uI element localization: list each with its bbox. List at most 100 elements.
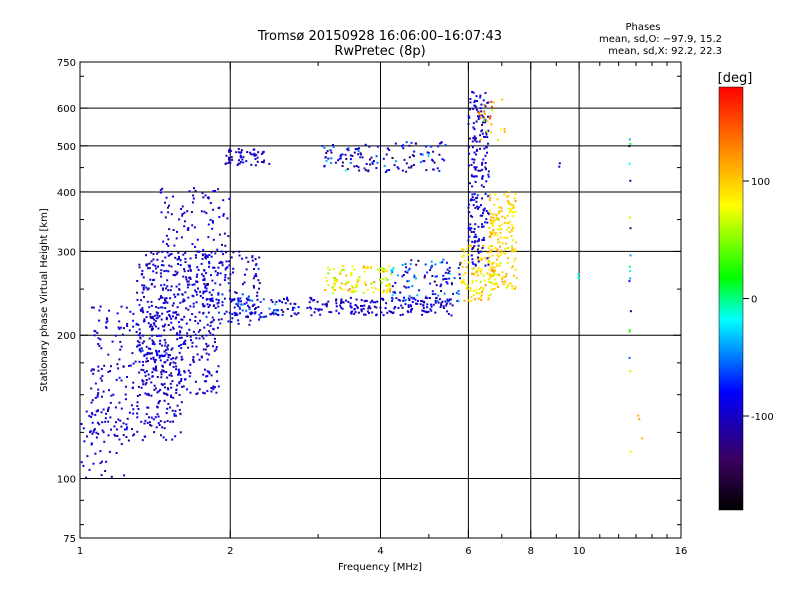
scatter-point	[216, 370, 219, 373]
scatter-point	[152, 263, 155, 266]
scatter-point	[449, 302, 452, 305]
scatter-point	[150, 357, 153, 360]
scatter-point	[379, 267, 382, 270]
scatter-point	[276, 309, 279, 312]
scatter-point	[488, 256, 491, 259]
scatter-point	[480, 268, 483, 271]
scatter-point	[207, 344, 210, 347]
scatter-point	[163, 350, 166, 353]
scatter-point	[477, 239, 480, 242]
scatter-point	[512, 227, 515, 229]
scatter-point	[477, 225, 480, 228]
scatter-point	[146, 263, 149, 266]
scatter-point	[638, 418, 641, 420]
scatter-point	[507, 283, 510, 286]
scatter-point	[165, 352, 168, 355]
scatter-point	[484, 136, 486, 138]
scatter-point	[490, 220, 493, 223]
scatter-point	[475, 95, 478, 98]
scatter-point	[172, 396, 175, 399]
scatter-point	[211, 220, 214, 222]
scatter-point	[162, 369, 165, 372]
scatter-point	[447, 313, 450, 315]
scatter-point	[214, 341, 216, 344]
scatter-point	[491, 109, 494, 112]
scatter-point	[347, 149, 350, 152]
scatter-point	[182, 298, 185, 301]
scatter-point	[457, 289, 460, 292]
scatter-point	[246, 151, 249, 153]
scatter-point	[347, 280, 350, 283]
scatter-point	[186, 286, 189, 289]
scatter-point	[206, 370, 209, 373]
scatter-point	[221, 293, 224, 296]
scatter-point	[478, 112, 480, 115]
scatter-point	[245, 315, 248, 318]
scatter-point	[407, 297, 410, 300]
scatter-point	[487, 115, 489, 118]
scatter-point	[248, 299, 251, 302]
scatter-point	[481, 223, 483, 226]
scatter-point	[201, 192, 204, 195]
scatter-point	[488, 278, 491, 281]
scatter-point	[444, 277, 446, 280]
scatter-point	[487, 298, 490, 301]
scatter-point	[514, 248, 517, 251]
scatter-point	[155, 426, 158, 429]
scatter-point	[511, 265, 514, 268]
scatter-point	[350, 312, 353, 315]
scatter-point	[188, 283, 191, 286]
scatter-point	[384, 307, 387, 310]
scatter-point	[369, 301, 372, 304]
scatter-point	[167, 344, 170, 347]
scatter-point	[194, 245, 196, 248]
scatter-point	[346, 148, 349, 151]
scatter-point	[360, 153, 363, 156]
scatter-point	[90, 387, 93, 390]
scatter-point	[168, 204, 170, 207]
scatter-point	[488, 199, 491, 202]
scatter-point	[342, 268, 345, 271]
scatter-point	[187, 308, 190, 311]
scatter-point	[123, 474, 126, 477]
scatter-point	[501, 280, 504, 283]
scatter-point	[504, 252, 507, 255]
scatter-point	[142, 320, 145, 323]
scatter-point	[146, 288, 149, 291]
scatter-point	[100, 368, 103, 371]
scatter-point	[132, 381, 135, 384]
scatter-point	[155, 365, 157, 368]
scatter-point	[463, 299, 466, 302]
scatter-point	[131, 352, 134, 355]
scatter-point	[496, 138, 499, 141]
scatter-point	[245, 268, 248, 271]
scatter-point	[187, 346, 190, 349]
scatter-point	[183, 268, 186, 271]
scatter-point	[138, 393, 141, 396]
scatter-point	[328, 311, 331, 313]
scatter-point	[409, 304, 412, 307]
scatter-point	[477, 292, 480, 295]
scatter-point	[513, 197, 516, 200]
scatter-point	[344, 283, 347, 286]
scatter-point	[172, 327, 175, 330]
scatter-point	[486, 136, 489, 139]
scatter-point	[175, 365, 178, 368]
scatter-point	[473, 175, 475, 178]
scatter-point	[440, 304, 443, 306]
scatter-point	[376, 161, 379, 164]
scatter-point	[448, 277, 451, 280]
scatter-point	[289, 302, 292, 305]
scatter-point	[386, 283, 389, 286]
scatter-point	[148, 377, 151, 380]
scatter-point	[438, 170, 441, 172]
scatter-point	[118, 376, 121, 379]
scatter-point	[475, 289, 478, 292]
scatter-point	[182, 253, 185, 256]
scatter-point	[256, 294, 259, 297]
scatter-point	[354, 311, 357, 314]
scatter-point	[499, 236, 502, 239]
scatter-point	[90, 369, 93, 372]
scatter-point	[484, 154, 487, 157]
scatter-point	[503, 276, 506, 278]
